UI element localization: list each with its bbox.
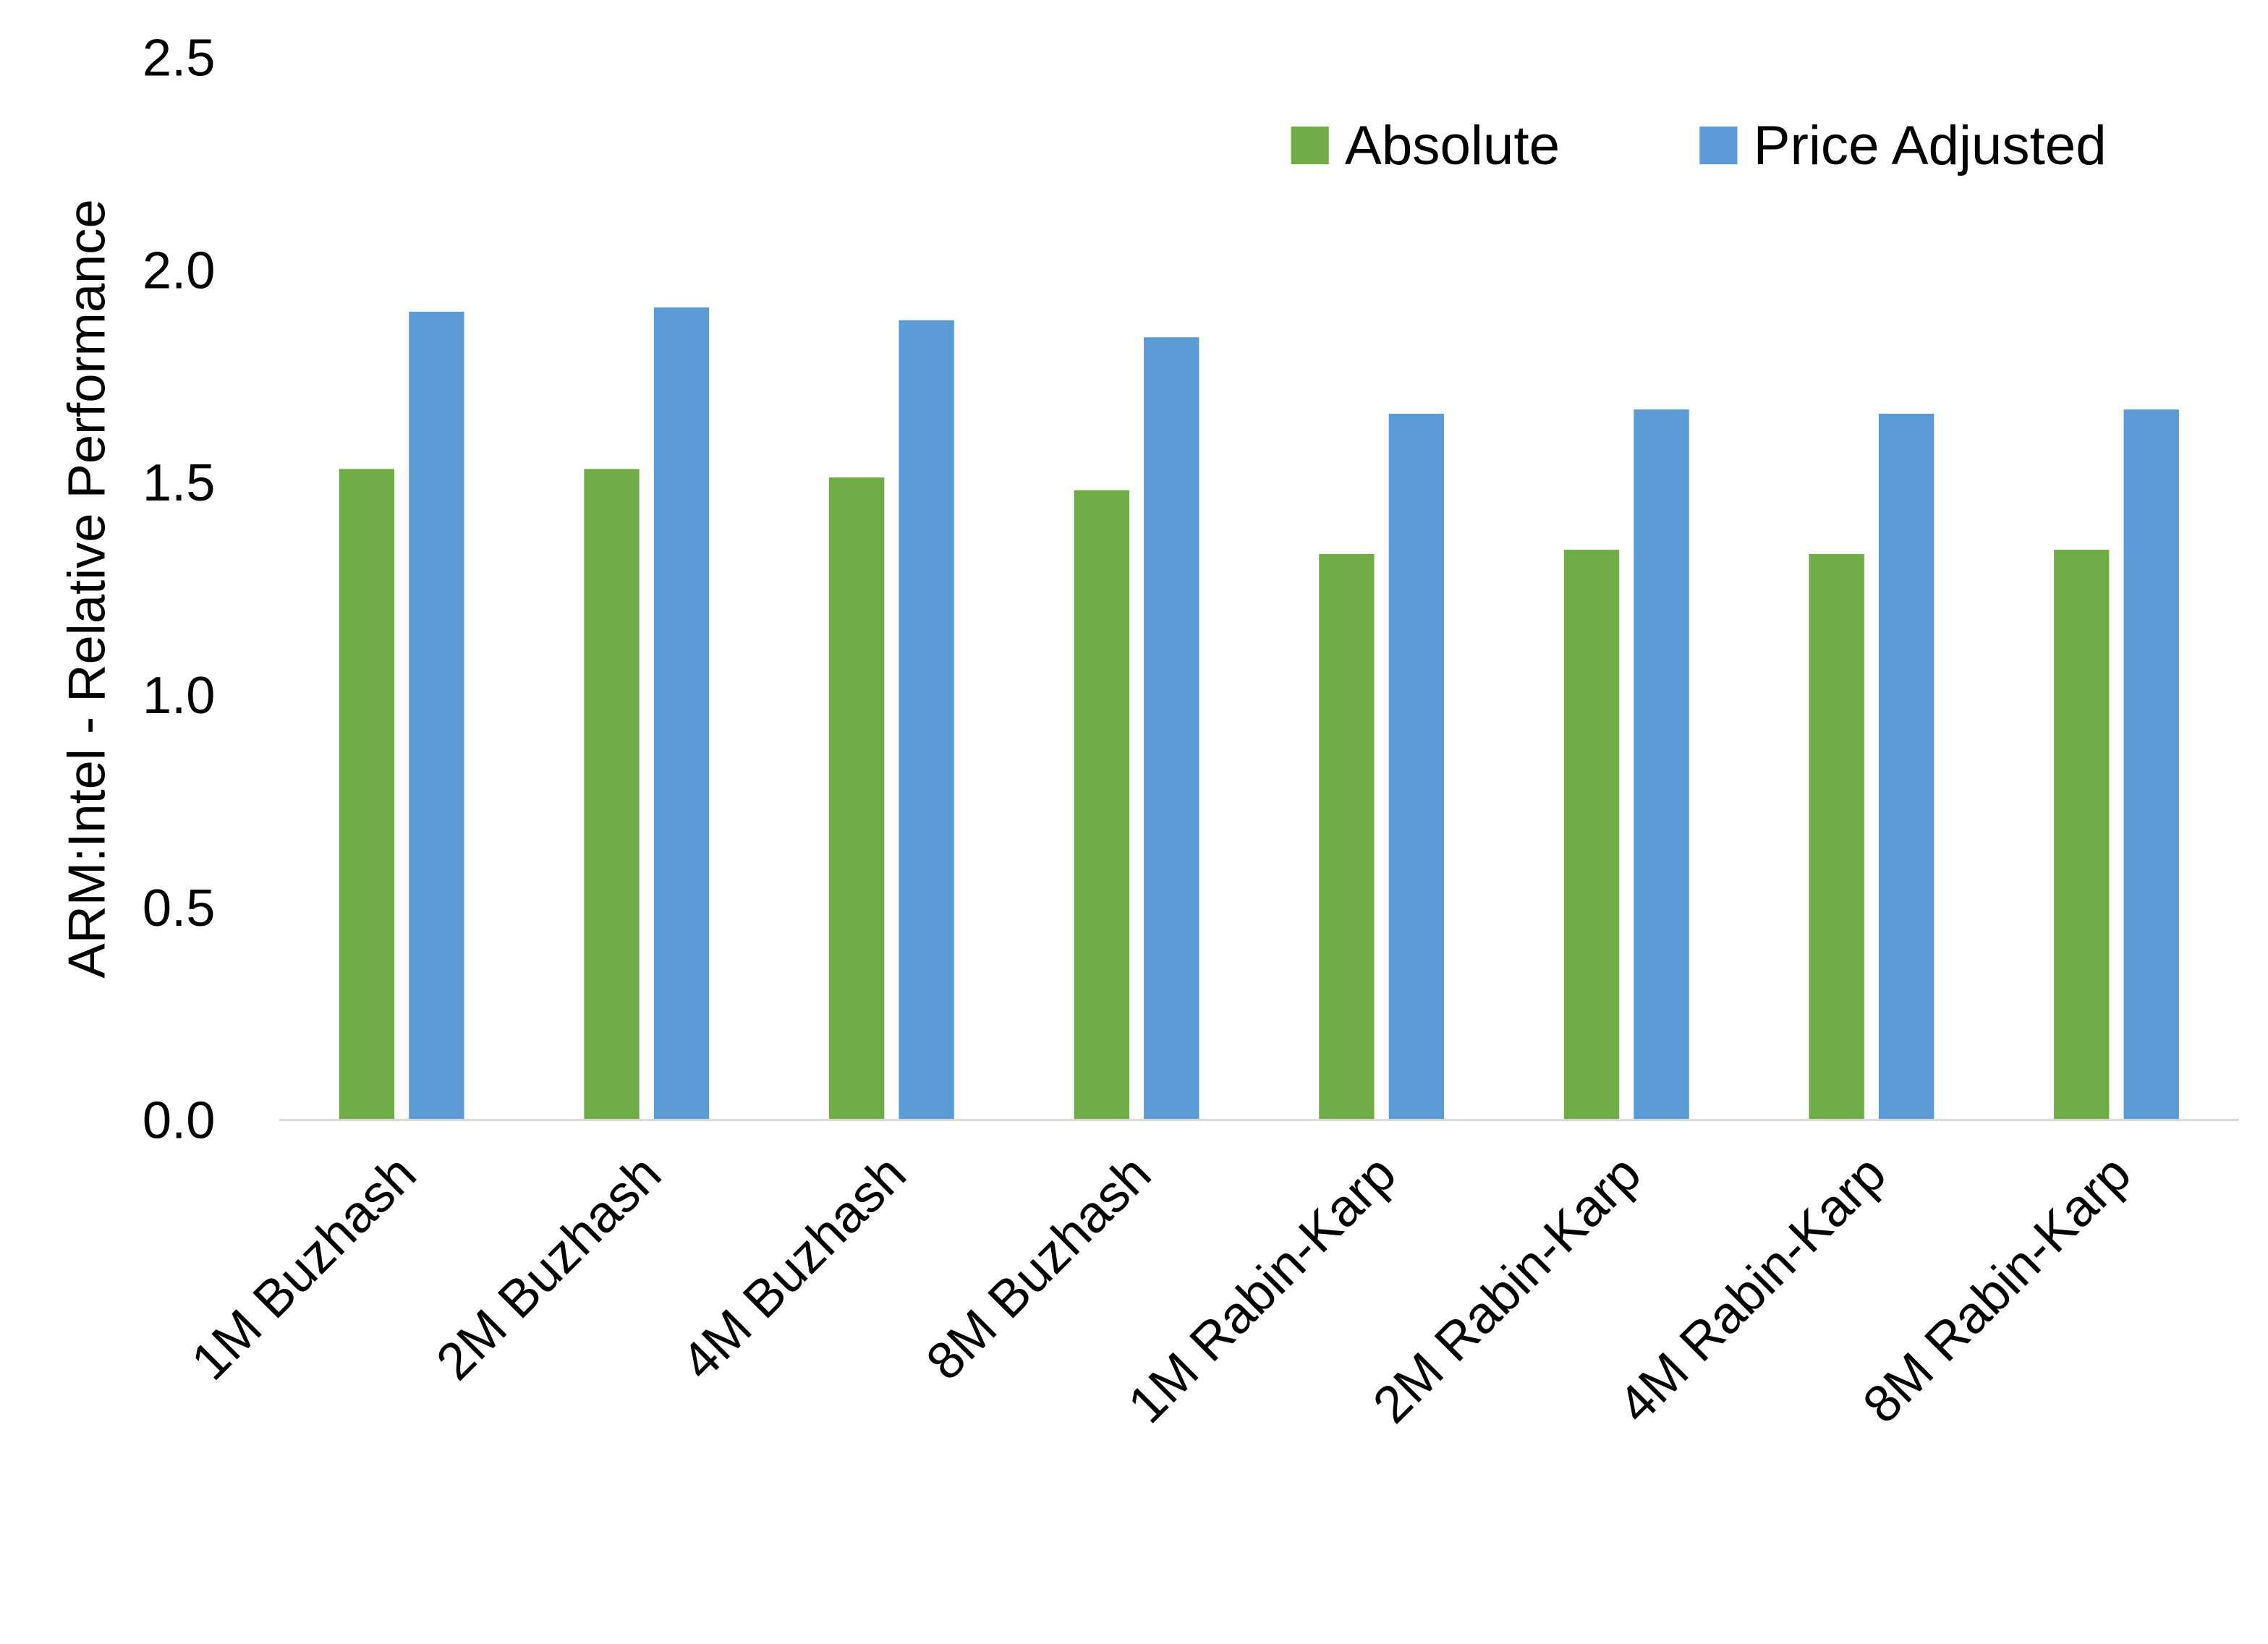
bar-price-adjusted — [1388, 414, 1445, 1120]
bar-absolute — [584, 469, 640, 1120]
bar-absolute — [828, 477, 885, 1120]
x-tick-label: 2M Buzhash — [425, 1145, 672, 1392]
x-tick-label: 1M Buzhash — [181, 1145, 428, 1392]
legend-swatch — [1699, 126, 1738, 165]
bar-price-adjusted — [409, 312, 464, 1120]
bar-absolute — [339, 469, 395, 1120]
legend-label: Price Adjusted — [1754, 115, 2107, 176]
legend-label: Absolute — [1345, 115, 1560, 176]
bar-price-adjusted — [1144, 337, 1199, 1120]
y-tick-label: 1.0 — [143, 667, 216, 725]
bar-price-adjusted — [653, 307, 710, 1120]
x-tick-label: 8M Rabin-Karp — [1852, 1145, 2142, 1435]
bar-absolute — [1074, 490, 1129, 1120]
legend-swatch — [1291, 126, 1329, 165]
bar-price-adjusted — [2123, 409, 2179, 1120]
bar-absolute — [2054, 550, 2110, 1120]
bar-absolute — [1319, 553, 1375, 1120]
y-axis-label: ARM:Intel - Relative Performance — [59, 199, 116, 978]
x-tick-label: 8M Buzhash — [916, 1145, 1163, 1392]
y-tick-label: 2.5 — [143, 30, 216, 88]
y-tick-label: 2.0 — [143, 242, 216, 299]
bar-price-adjusted — [1878, 414, 1934, 1120]
bar-absolute — [1809, 553, 1864, 1120]
bar-price-adjusted — [899, 320, 954, 1120]
bar-absolute — [1563, 550, 1620, 1120]
y-tick-label: 0.0 — [143, 1092, 216, 1150]
y-tick-label: 1.5 — [143, 454, 216, 512]
x-tick-label: 4M Buzhash — [671, 1145, 917, 1392]
bar-price-adjusted — [1634, 409, 1689, 1120]
y-tick-label: 0.5 — [143, 880, 216, 937]
